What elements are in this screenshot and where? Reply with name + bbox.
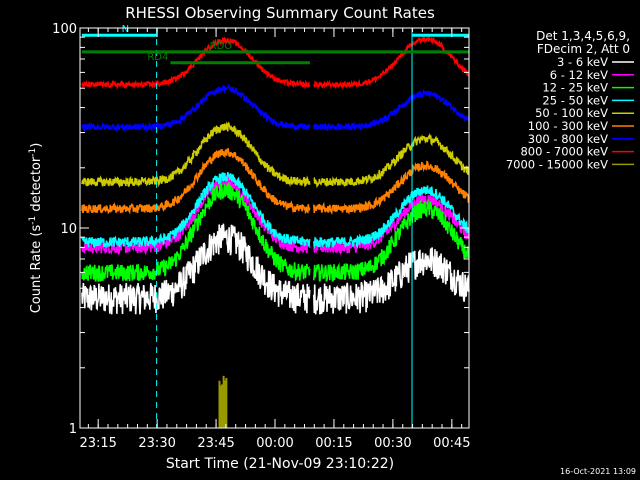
footer-timestamp: 16-Oct-2021 13:09 — [560, 467, 636, 476]
legend-header-detectors: Det 1,3,4,5,6,9, — [536, 29, 630, 43]
series-line — [313, 198, 470, 282]
flag-label: RDO — [210, 41, 233, 52]
series-line — [313, 133, 470, 189]
x-tick-label: 23:45 — [197, 436, 234, 451]
legend-label: 3 - 6 keV — [557, 55, 608, 69]
y-axis-label: Count Rate (s-1 detector-1) — [28, 143, 44, 314]
x-tick-label: 23:30 — [138, 436, 175, 451]
legend-label: 7000 - 15000 keV — [506, 157, 608, 171]
legend-label: 50 - 100 keV — [535, 106, 608, 120]
series-line — [313, 160, 470, 215]
flag-label: RD4 — [147, 52, 168, 63]
series-line — [81, 182, 311, 282]
series-line — [313, 88, 470, 132]
y-tick-label: 10 — [60, 222, 77, 237]
series-line — [81, 121, 311, 189]
legend-label: 6 - 12 keV — [550, 68, 608, 82]
series-line — [81, 223, 311, 315]
series-line — [81, 83, 311, 133]
legend-header-decimation: FDecim 2, Att 0 — [537, 42, 630, 56]
series-line — [313, 185, 470, 250]
legend: Det 1,3,4,5,6,9, FDecim 2, Att 0 3 - 6 k… — [506, 29, 634, 171]
legend-label: 100 - 300 keV — [528, 119, 608, 133]
legend-label: 800 - 7000 keV — [520, 145, 608, 159]
x-tick-label: 00:15 — [315, 436, 352, 451]
legend-label: 12 - 25 keV — [542, 81, 608, 95]
x-tick-label: 00:30 — [374, 436, 411, 451]
series-line — [313, 35, 470, 91]
x-axis-label: Start Time (21-Nov-09 23:10:22) — [166, 456, 394, 472]
legend-label: 25 - 50 keV — [542, 93, 608, 107]
x-tick-label: 23:15 — [79, 436, 116, 451]
axes-layer: 1 10 100 23:15 23:30 23:45 00:00 00:15 00:30 00:4… — [52, 22, 470, 451]
series-line — [81, 148, 311, 215]
x-tick-label: 00:45 — [433, 436, 470, 451]
series-line — [313, 247, 470, 315]
y-tick-label: 1 — [69, 422, 77, 437]
flag-label: N — [122, 24, 129, 35]
legend-label: 300 - 800 keV — [528, 132, 608, 146]
y-tick-label: 100 — [52, 22, 77, 37]
chart-title: RHESSI Observing Summary Count Rates — [125, 4, 435, 22]
series-line — [81, 171, 311, 249]
x-tick-label: 00:00 — [256, 436, 293, 451]
